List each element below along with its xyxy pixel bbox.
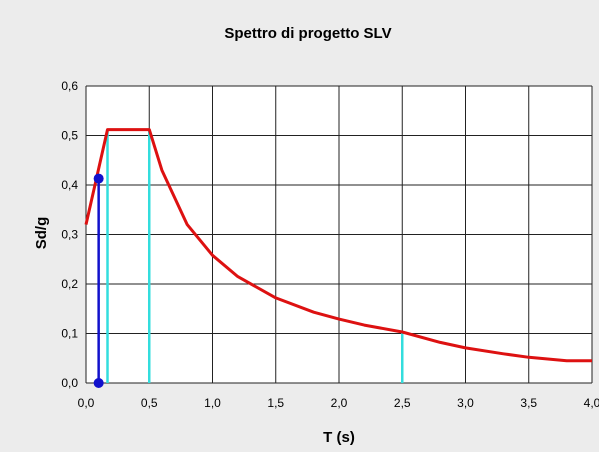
x-tick-label: 0,5 <box>141 396 158 410</box>
y-tick-label: 0,2 <box>61 277 78 291</box>
design-point-base-marker <box>93 378 104 388</box>
x-tick-label: 2,5 <box>394 396 411 410</box>
x-tick-label: 3,5 <box>520 396 537 410</box>
plot-area: 0,0 0,5 1,0 1,5 2,0 2,5 3,0 3,5 4,0 0,0 0,1 0,2 0,3 0… <box>61 79 599 410</box>
y-tick-label: 0,5 <box>61 129 78 143</box>
x-tick-label: 1,5 <box>267 396 284 410</box>
y-tick-label: 0,0 <box>61 376 78 390</box>
y-axis-label: Sd/g <box>33 217 50 250</box>
x-axis-label: T (s) <box>323 429 355 446</box>
y-tick-label: 0,6 <box>61 79 78 93</box>
x-tick-label: 1,0 <box>204 396 221 410</box>
x-tick-label: 2,0 <box>331 396 348 410</box>
y-tick-label: 0,1 <box>61 327 78 341</box>
x-tick-label: 0,0 <box>78 396 95 410</box>
y-tick-label: 0,4 <box>61 178 78 192</box>
x-tick-label: 3,0 <box>457 396 474 410</box>
chart-title: Spettro di progetto SLV <box>224 25 391 42</box>
spectrum-curve <box>84 128 592 363</box>
design-point-marker <box>93 173 104 184</box>
x-tick-label: 4,0 <box>584 396 599 410</box>
y-tick-label: 0,3 <box>61 228 78 242</box>
